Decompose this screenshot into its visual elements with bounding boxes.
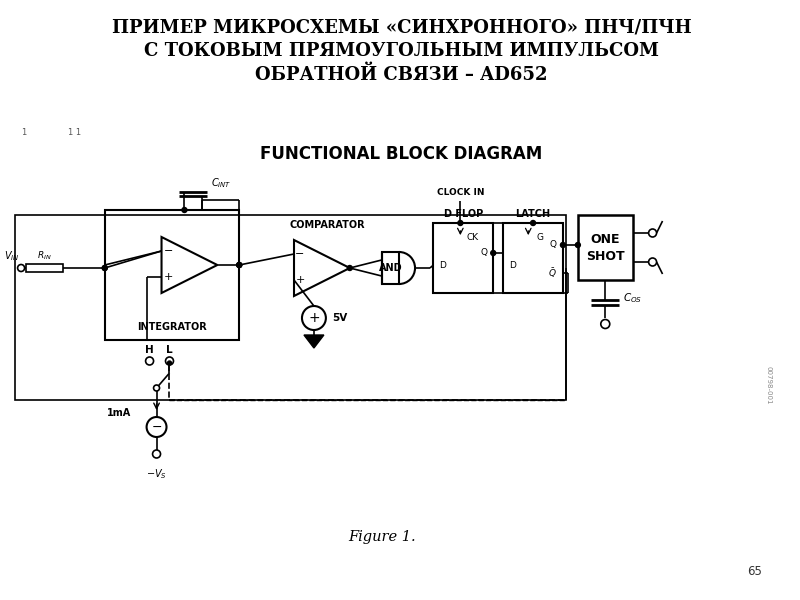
Text: G: G — [536, 233, 543, 242]
Text: D: D — [509, 260, 516, 269]
Text: Q: Q — [550, 241, 557, 250]
Text: 00798-001: 00798-001 — [765, 366, 771, 404]
Bar — [105, 210, 239, 340]
Circle shape — [490, 251, 496, 256]
Circle shape — [530, 220, 535, 226]
Circle shape — [18, 265, 25, 271]
Circle shape — [302, 306, 326, 330]
Circle shape — [601, 319, 610, 329]
Text: LATCH: LATCH — [515, 209, 550, 219]
Bar — [578, 215, 633, 280]
Polygon shape — [304, 335, 324, 348]
Circle shape — [167, 361, 171, 365]
Circle shape — [458, 220, 463, 226]
Text: $-V_S$: $-V_S$ — [146, 467, 167, 481]
Text: $R_{IN}$: $R_{IN}$ — [37, 250, 52, 262]
Text: CK: CK — [466, 233, 478, 242]
Text: $C_{OS}$: $C_{OS}$ — [623, 291, 642, 305]
Text: SHOT: SHOT — [586, 250, 625, 263]
Text: 1mA: 1mA — [107, 408, 132, 418]
Text: 65: 65 — [747, 565, 762, 578]
Bar — [382, 252, 399, 284]
Text: +: + — [295, 275, 305, 285]
Text: CLOCK IN: CLOCK IN — [437, 188, 484, 197]
Text: −: − — [151, 421, 162, 433]
Text: AND: AND — [378, 263, 402, 273]
Text: FUNCTIONAL BLOCK DIAGRAM: FUNCTIONAL BLOCK DIAGRAM — [261, 145, 542, 163]
Circle shape — [154, 385, 159, 391]
Text: $V_{IN}$: $V_{IN}$ — [3, 249, 19, 263]
Circle shape — [237, 263, 242, 268]
Text: $\bar{Q}$: $\bar{Q}$ — [548, 266, 557, 280]
Circle shape — [649, 258, 657, 266]
Text: L: L — [166, 345, 173, 355]
Text: ОБРАТНОЙ СВЯЗИ – AD652: ОБРАТНОЙ СВЯЗИ – AD652 — [255, 66, 548, 85]
Circle shape — [237, 263, 242, 268]
Text: H: H — [146, 345, 154, 355]
Text: −: − — [164, 246, 173, 256]
Circle shape — [347, 265, 352, 271]
Bar — [15, 215, 566, 400]
Circle shape — [575, 242, 580, 247]
Text: 1 1: 1 1 — [68, 128, 81, 137]
Text: +: + — [164, 272, 173, 282]
Circle shape — [182, 208, 187, 212]
Circle shape — [146, 357, 154, 365]
Circle shape — [649, 229, 657, 237]
Text: INTEGRATOR: INTEGRATOR — [137, 322, 207, 332]
Text: D: D — [439, 260, 446, 269]
Text: 5V: 5V — [332, 313, 347, 323]
Circle shape — [561, 242, 566, 247]
Bar — [434, 223, 494, 293]
Circle shape — [237, 263, 242, 268]
Bar — [26, 264, 63, 272]
Circle shape — [153, 450, 161, 458]
Bar — [503, 223, 563, 293]
Text: Q: Q — [480, 248, 487, 257]
Text: $C_{INT}$: $C_{INT}$ — [211, 176, 232, 190]
Text: +: + — [308, 311, 320, 325]
Text: С ТОКОВЫМ ПРЯМОУГОЛЬНЫМ ИМПУЛЬСОМ: С ТОКОВЫМ ПРЯМОУГОЛЬНЫМ ИМПУЛЬСОМ — [144, 42, 659, 60]
Text: −: − — [295, 249, 305, 259]
Text: Figure 1.: Figure 1. — [348, 530, 415, 544]
Circle shape — [102, 265, 107, 271]
Text: COMPARATOR: COMPARATOR — [289, 220, 365, 230]
Circle shape — [166, 357, 174, 365]
Text: ONE: ONE — [590, 233, 620, 246]
Text: ПРИМЕР МИКРОСХЕМЫ «СИНХРОННОГО» ПНЧ/ПЧН: ПРИМЕР МИКРОСХЕМЫ «СИНХРОННОГО» ПНЧ/ПЧН — [112, 18, 691, 36]
Text: D FLOP: D FLOP — [444, 209, 483, 219]
Circle shape — [102, 265, 107, 271]
Text: 1: 1 — [21, 128, 26, 137]
Circle shape — [146, 417, 166, 437]
